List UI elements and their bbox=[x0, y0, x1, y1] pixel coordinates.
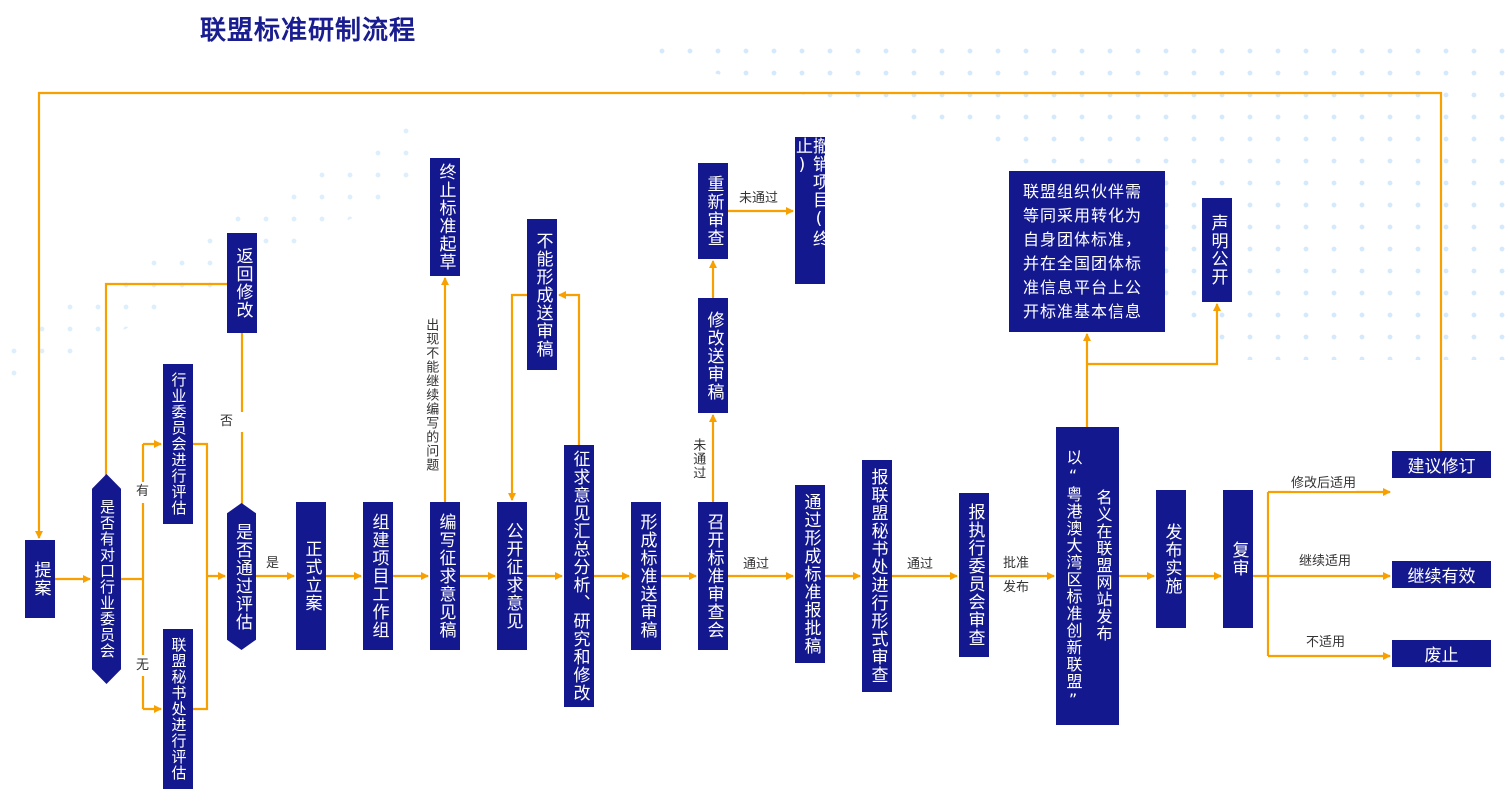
edge-label-passed-2: 通过 bbox=[907, 557, 934, 573]
node-label: 继续有效 bbox=[1407, 567, 1476, 587]
node-label: 撤销项目(终止) bbox=[792, 137, 829, 248]
node-label: 提案 bbox=[30, 561, 51, 597]
node-declare-public: 声明公开 bbox=[1202, 198, 1232, 302]
edge-label-approve: 批准 bbox=[1003, 556, 1030, 572]
node-label: 是否通过评估 bbox=[232, 522, 252, 631]
arrow-cannot-form bbox=[558, 291, 581, 445]
node-label-left: 以“粤港澳大湾区标准创新联盟” bbox=[1063, 449, 1083, 710]
node-implement: 发布实施 bbox=[1156, 490, 1186, 628]
node-label: 报联盟秘书处进行形式审查 bbox=[867, 468, 888, 684]
edge-label-continue-apply: 继续适用 bbox=[1299, 554, 1352, 570]
node-review-meeting: 召开标准审查会 bbox=[698, 502, 728, 650]
return-loop bbox=[104, 282, 227, 476]
node-label-right: 名义在联盟网站发布 bbox=[1093, 489, 1113, 642]
node-label: 不能形成送审稿 bbox=[532, 231, 553, 358]
node-form-review-draft: 形成标准送审稿 bbox=[631, 502, 661, 650]
node-line: 联盟组织伙伴需 bbox=[1023, 181, 1143, 201]
node-exec-review: 报执行委员会审查 bbox=[959, 493, 989, 657]
edge-label-not-passed-1: 未通过 bbox=[739, 191, 779, 207]
node-proposal: 提案 bbox=[25, 540, 55, 618]
arrow-back-to-consult bbox=[508, 293, 527, 501]
node-label: 组建项目工作组 bbox=[368, 513, 389, 639]
node-label: 修改送审稿 bbox=[703, 310, 724, 401]
page-title: 联盟标准研制流程 bbox=[200, 16, 417, 46]
node-approval-draft: 通过形成标准报批稿 bbox=[795, 485, 825, 663]
decision-pass-eval: 是否通过评估 bbox=[227, 503, 256, 650]
edge-label-not-apply: 不适用 bbox=[1306, 635, 1346, 651]
node-label: 终止标准起草 bbox=[435, 163, 456, 271]
edge-label-publish: 发布 bbox=[1003, 580, 1030, 596]
node-suggest-revise: 建议修订 bbox=[1392, 451, 1491, 478]
node-line: 自身团体标准， bbox=[1023, 229, 1143, 249]
node-publish-website: 以“粤港澳大湾区标准创新联盟” 名义在联盟网站发布 bbox=[1056, 427, 1119, 725]
node-line: 等同采用转化为 bbox=[1023, 205, 1143, 225]
edge-label-cannot-continue: 出现不能继续编写的问题 bbox=[423, 318, 439, 472]
edge-label-fail: 否 bbox=[220, 414, 234, 430]
edge-label-not-passed-2: 未通过 bbox=[690, 438, 706, 480]
arrow-declare bbox=[1087, 303, 1221, 366]
node-abolish: 废止 bbox=[1392, 640, 1491, 667]
branch-outcomes bbox=[1253, 492, 1270, 656]
node-label: 召开标准审查会 bbox=[703, 513, 724, 639]
node-terminate-draft: 终止标准起草 bbox=[430, 158, 460, 276]
node-label: 重新审查 bbox=[703, 175, 724, 247]
node-public-consult: 公开征求意见 bbox=[497, 502, 527, 650]
edge-label-apply-after-modify: 修改后适用 bbox=[1291, 476, 1357, 492]
node-label: 形成标准送审稿 bbox=[636, 513, 657, 639]
node-label: 复审 bbox=[1228, 541, 1249, 577]
node-partners: 联盟组织伙伴需 等同采用转化为 自身团体标准， 并在全国团体标 准信息平台上公 … bbox=[1009, 171, 1165, 332]
edge-label-no-committee: 无 bbox=[136, 658, 150, 674]
node-label: 声明公开 bbox=[1207, 214, 1228, 286]
node-label: 废止 bbox=[1424, 646, 1459, 666]
node-label: 建议修订 bbox=[1407, 457, 1476, 477]
node-label: 联盟秘书处进行评估 bbox=[169, 637, 188, 781]
node-label: 返回修改 bbox=[232, 247, 253, 319]
branch-committee bbox=[121, 444, 145, 709]
node-label: 编写征求意见稿 bbox=[435, 513, 456, 639]
node-label: 行业委员会进行评估 bbox=[169, 372, 188, 516]
node-cancel-project: 撤销项目(终止) bbox=[792, 137, 829, 284]
node-label: 是否有对口行业委员会 bbox=[98, 499, 116, 659]
node-label: 公开征求意见 bbox=[502, 522, 523, 630]
node-line: 开标准基本信息 bbox=[1023, 301, 1143, 321]
node-summarize: 征求意见汇总分析、研究和修改 bbox=[564, 445, 594, 707]
node-secretariat-check: 报联盟秘书处进行形式审查 bbox=[862, 460, 892, 692]
arrow-revise-loop bbox=[35, 91, 1443, 539]
node-build-group: 组建项目工作组 bbox=[363, 502, 393, 650]
edge-label-passed-1: 通过 bbox=[743, 557, 770, 573]
edge-label-pass: 是 bbox=[266, 556, 280, 572]
node-re-review: 重新审查 bbox=[698, 163, 728, 259]
node-line: 并在全国团体标 bbox=[1023, 253, 1143, 273]
node-formal-approval: 正式立案 bbox=[296, 502, 326, 650]
node-label: 报执行委员会审查 bbox=[964, 503, 985, 647]
node-label: 发布实施 bbox=[1161, 523, 1182, 595]
edge-label-yes-committee: 有 bbox=[136, 484, 150, 500]
node-secretariat-eval: 联盟秘书处进行评估 bbox=[163, 629, 193, 789]
node-label: 通过形成标准报批稿 bbox=[800, 493, 821, 655]
node-remain-valid: 继续有效 bbox=[1392, 561, 1491, 588]
node-draft-consult: 编写征求意见稿 bbox=[430, 502, 460, 650]
node-label: 征求意见汇总分析、研究和修改 bbox=[569, 450, 590, 702]
node-line: 准信息平台上公 bbox=[1023, 277, 1143, 297]
node-return-modify: 返回修改 bbox=[227, 233, 257, 333]
node-cannot-form: 不能形成送审稿 bbox=[527, 219, 557, 370]
node-committee-eval: 行业委员会进行评估 bbox=[163, 364, 193, 524]
merge-evals bbox=[193, 442, 209, 711]
decision-has-committee: 是否有对口行业委员会 bbox=[92, 474, 121, 684]
node-re-examine: 复审 bbox=[1223, 490, 1253, 628]
node-modify-review-draft: 修改送审稿 bbox=[698, 298, 728, 413]
node-label: 正式立案 bbox=[301, 540, 322, 612]
